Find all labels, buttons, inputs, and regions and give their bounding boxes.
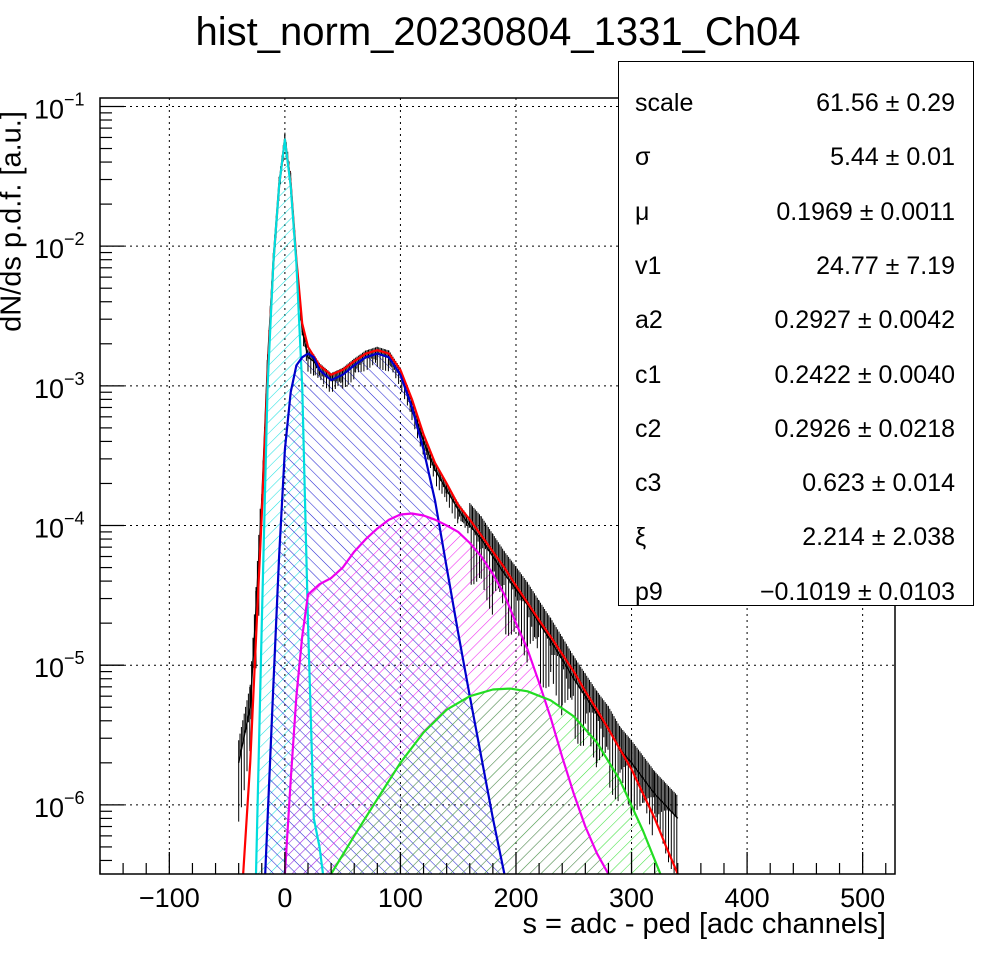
stats-param-name: μ [635, 197, 650, 226]
stats-param-value: 0.2927 ± 0.0042 [774, 306, 955, 335]
stats-row: v1 24.77 ± 7.19 [619, 238, 975, 292]
chart-title: hist_norm_20230804_1331_Ch04 [195, 10, 801, 54]
component-fills [255, 139, 661, 874]
stats-param-value: 0.623 ± 0.014 [802, 469, 955, 498]
stats-row: ξ 2.214 ± 2.038 [619, 509, 975, 563]
stats-param-name: ξ [635, 523, 647, 552]
y-tick-label: 10−5 [34, 648, 85, 683]
y-tick-label: 10−6 [34, 788, 85, 823]
component-curve [254, 138, 325, 874]
x-tick-label: 500 [840, 883, 885, 913]
fit-stats-box: scale 61.56 ± 0.29 σ 5.44 ± 0.01 μ 0.1969 ± 0… [618, 61, 974, 606]
stats-row: σ 5.44 ± 0.01 [619, 129, 975, 183]
stats-param-value: 0.2422 ± 0.0040 [774, 360, 955, 389]
stats-param-name: σ [635, 143, 651, 172]
stats-param-value: 0.2926 ± 0.0218 [774, 414, 955, 443]
stats-param-value: 61.56 ± 0.29 [816, 89, 955, 117]
component-curve [283, 512, 610, 874]
x-tick-label: 100 [378, 883, 423, 913]
stats-param-name: a2 [635, 306, 663, 335]
stats-row: c1 0.2422 ± 0.0040 [619, 347, 975, 401]
stats-row: scale 61.56 ± 0.29 [619, 75, 975, 129]
x-axis-label: s = adc - ped [adc channels] [522, 908, 886, 940]
stats-row: c3 0.623 ± 0.014 [619, 455, 975, 509]
x-tick-label: 300 [609, 883, 654, 913]
stats-param-name: p9 [635, 577, 663, 606]
stats-param-value: −0.1019 ± 0.0103 [759, 577, 955, 606]
y-tick-label: 10−3 [34, 369, 85, 404]
stats-row: a2 0.2927 ± 0.0042 [619, 292, 975, 346]
x-tick-label: 200 [493, 883, 538, 913]
stats-param-value: 24.77 ± 7.19 [816, 251, 955, 280]
stats-param-name: scale [635, 89, 694, 117]
stats-param-value: 0.1969 ± 0.0011 [776, 197, 955, 226]
y-axis-label: dN/ds p.d.f. [a.u.] [0, 111, 28, 332]
stats-param-value: 2.214 ± 2.038 [802, 523, 955, 552]
stats-row: μ 0.1969 ± 0.0011 [619, 184, 975, 238]
fit-curves [242, 138, 679, 874]
component-curve [330, 687, 662, 874]
axis-ticks [99, 105, 887, 874]
x-tick-label: −100 [139, 883, 200, 913]
stats-param-name: v1 [635, 251, 662, 280]
stats-row: p9 −0.1019 ± 0.0103 [619, 564, 975, 618]
y-tick-label: 10−4 [34, 509, 85, 544]
stats-row: c2 0.2926 ± 0.0218 [619, 401, 975, 455]
stats-param-value: 5.44 ± 0.01 [830, 143, 955, 172]
y-tick-label: 10−2 [34, 229, 85, 264]
x-tick-label: 400 [725, 883, 770, 913]
axis-tick-labels: −100 0 100 200 300 400 500 10−6 10−5 10−4 10−3 10−2… [34, 89, 885, 913]
stats-param-name: c1 [635, 360, 662, 389]
stats-param-name: c2 [635, 414, 662, 443]
stats-param-name: c3 [635, 469, 662, 498]
y-tick-label: 10−1 [34, 89, 85, 124]
component-curve [264, 352, 506, 874]
x-tick-label: 0 [277, 883, 292, 913]
